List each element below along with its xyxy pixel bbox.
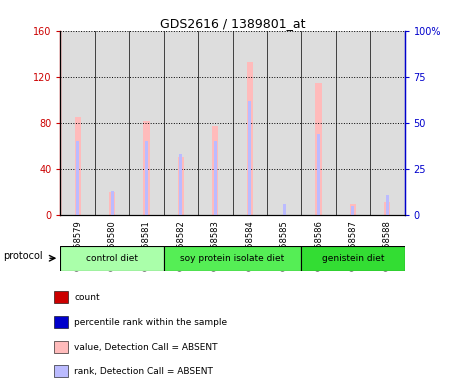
Bar	[386, 195, 389, 215]
Bar	[145, 141, 148, 215]
Bar	[60, 246, 164, 271]
Text: value, Detection Call = ABSENT: value, Detection Call = ABSENT	[74, 343, 218, 352]
Bar	[179, 154, 182, 215]
Bar	[76, 141, 79, 215]
Text: percentile rank within the sample: percentile rank within the sample	[74, 318, 227, 327]
Bar	[178, 157, 184, 215]
Bar	[248, 101, 251, 215]
Bar	[212, 126, 219, 215]
Text: soy protein isolate diet: soy protein isolate diet	[180, 254, 285, 263]
Text: count: count	[74, 293, 100, 302]
Bar	[54, 316, 68, 328]
Bar	[143, 121, 150, 215]
Bar	[283, 204, 286, 215]
Bar	[74, 117, 81, 215]
Bar	[315, 83, 322, 215]
Bar	[111, 191, 113, 215]
Bar	[54, 341, 68, 353]
Bar	[352, 206, 354, 215]
Bar	[384, 202, 391, 215]
Title: GDS2616 / 1389801_at: GDS2616 / 1389801_at	[160, 17, 305, 30]
Bar	[301, 246, 405, 271]
Bar	[317, 134, 320, 215]
Bar	[164, 246, 301, 271]
Bar	[109, 192, 115, 215]
Text: protocol: protocol	[3, 251, 43, 261]
Bar	[214, 141, 217, 215]
Text: control diet: control diet	[86, 254, 138, 263]
Text: rank, Detection Call = ABSENT: rank, Detection Call = ABSENT	[74, 367, 213, 376]
Bar	[350, 204, 356, 215]
Text: genistein diet: genistein diet	[322, 254, 384, 263]
Bar	[54, 291, 68, 303]
Bar	[54, 365, 68, 377]
Bar	[246, 62, 253, 215]
